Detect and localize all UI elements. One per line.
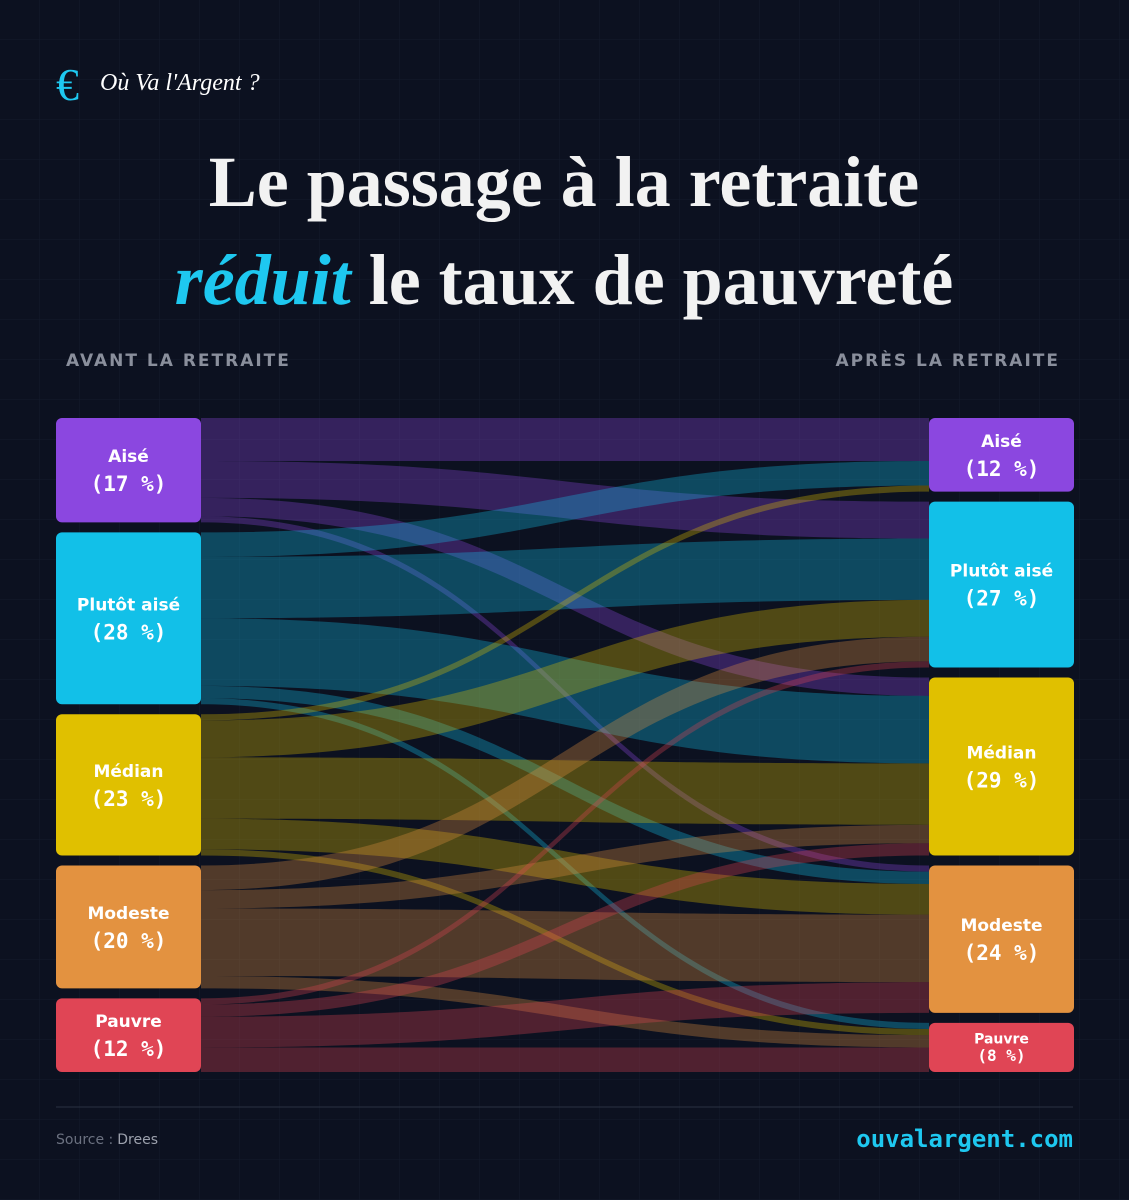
- sankey-node: [56, 998, 201, 1072]
- sankey-node: [929, 501, 1074, 668]
- nodes: Aisé (17 %) Plutôt aisé (28 %) Médian (23 %) M…: [56, 418, 1074, 1072]
- title-line1: Le passage à la retraite: [209, 142, 920, 222]
- sankey-link: [201, 636, 929, 891]
- source-label: Source :: [56, 1132, 113, 1148]
- source-name: Drees: [117, 1132, 158, 1148]
- sankey-link: [201, 976, 929, 1048]
- node-name: Modeste: [960, 916, 1042, 936]
- sankey-link: [201, 516, 929, 872]
- node-name: Médian: [966, 743, 1036, 763]
- node-value-label: (12 %): [964, 457, 1040, 481]
- sankey-link: [201, 497, 929, 696]
- footer-source: Source : Drees: [56, 1132, 158, 1148]
- sankey-link: [201, 460, 929, 539]
- node-value-label: (28 %): [91, 620, 167, 644]
- sankey-link: [201, 538, 929, 619]
- sankey-link: [201, 661, 929, 1005]
- site: ouvalargent.com: [856, 1125, 1073, 1153]
- sankey-node: [56, 714, 201, 856]
- sankey-link: [201, 818, 929, 915]
- sankey-node: [56, 418, 201, 523]
- title-rest: le taux de pauvreté: [369, 240, 954, 320]
- sankey-node: [56, 865, 201, 989]
- node-name: Plutôt aisé: [77, 595, 180, 615]
- node-value-label: (8 %): [977, 1046, 1025, 1065]
- node-name: Modeste: [87, 904, 169, 924]
- sankey-link: [201, 485, 929, 721]
- sankey-link: [201, 908, 929, 983]
- sankey-node: [929, 418, 1074, 492]
- node-value-label: (27 %): [964, 587, 1040, 611]
- sankey-node: [56, 532, 201, 705]
- title-emphasis: réduit: [175, 240, 353, 320]
- sankey-link: [201, 685, 929, 884]
- sankey-link: [201, 618, 929, 764]
- links: [201, 418, 929, 1072]
- sankey-link: [201, 1047, 929, 1072]
- sankey-node: [929, 1022, 1074, 1072]
- title-line2: réduit le taux de pauvreté: [175, 240, 954, 320]
- node-name: Plutôt aisé: [950, 562, 1053, 582]
- sankey-link: [201, 849, 929, 1036]
- node-name: Aisé: [981, 432, 1022, 452]
- sankey-link: [201, 698, 929, 1030]
- sankey-node: [929, 677, 1074, 856]
- node-value-label: (23 %): [91, 787, 167, 811]
- sankey-link: [201, 460, 929, 557]
- left-label: AVANT LA RETRAITE: [66, 351, 291, 371]
- logo: €: [56, 59, 79, 110]
- node-name: Médian: [93, 762, 163, 782]
- sankey-link: [201, 757, 929, 825]
- node-value-label: (24 %): [964, 941, 1040, 965]
- sankey-link: [201, 599, 929, 758]
- sankey-link: [201, 418, 929, 461]
- node-name: Pauvre: [974, 1031, 1029, 1047]
- node-value-label: (29 %): [964, 768, 1040, 792]
- sankey-link: [201, 843, 929, 1017]
- sankey-link: [201, 982, 929, 1048]
- node-name: Aisé: [108, 447, 149, 467]
- brand: Où Va l'Argent ?: [100, 70, 260, 96]
- node-value-label: (12 %): [91, 1037, 167, 1061]
- node-value-label: (20 %): [91, 929, 167, 953]
- sankey-node: [929, 865, 1074, 1013]
- right-label: APRÈS LA RETRAITE: [836, 349, 1060, 371]
- node-name: Pauvre: [95, 1012, 162, 1032]
- sankey-link: [201, 824, 929, 909]
- node-value-label: (17 %): [91, 472, 167, 496]
